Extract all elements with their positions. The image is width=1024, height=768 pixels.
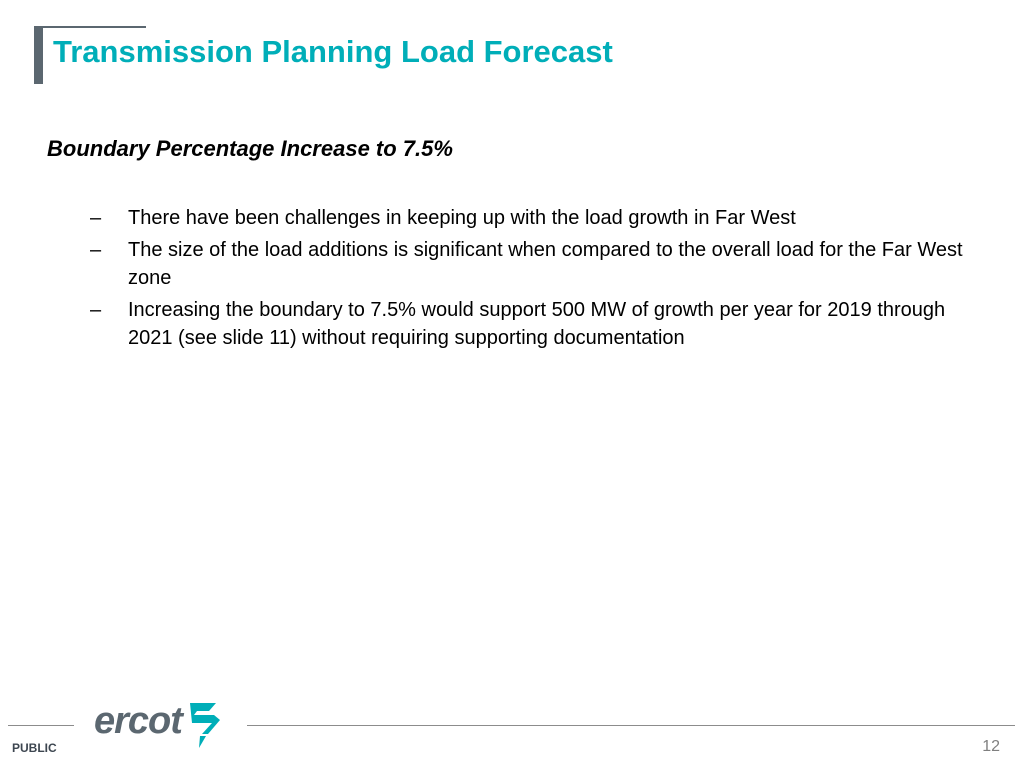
bullet-text: Increasing the boundary to 7.5% would su… [128,299,946,349]
footer-divider-right [247,725,1015,726]
title-bracket-bar [34,26,43,84]
bullet-text: The size of the load additions is signif… [128,239,963,289]
bullet-dash: – [90,299,102,321]
bullet-dash: – [90,207,102,229]
logo-wordmark: ercot [94,700,183,742]
bullet-item: – Increasing the boundary to 7.5% would … [88,296,988,352]
bullet-item: – There have been challenges in keeping … [88,204,988,232]
bullet-dash: – [90,239,102,261]
bullet-list: – There have been challenges in keeping … [88,204,988,356]
bullet-item: – The size of the load additions is sign… [88,236,988,292]
classification-label: PUBLIC [12,741,57,755]
page-number: 12 [982,738,1000,755]
slide-subheading: Boundary Percentage Increase to 7.5% [47,136,453,161]
title-bracket [34,26,146,84]
ercot-lightning-icon [190,703,220,748]
bullet-text: There have been challenges in keeping up… [128,207,796,229]
slide-title: Transmission Planning Load Forecast [53,34,613,69]
footer-divider-left [8,725,74,726]
ercot-logo: ercot [94,698,226,752]
title-bracket-top-line [34,26,146,28]
